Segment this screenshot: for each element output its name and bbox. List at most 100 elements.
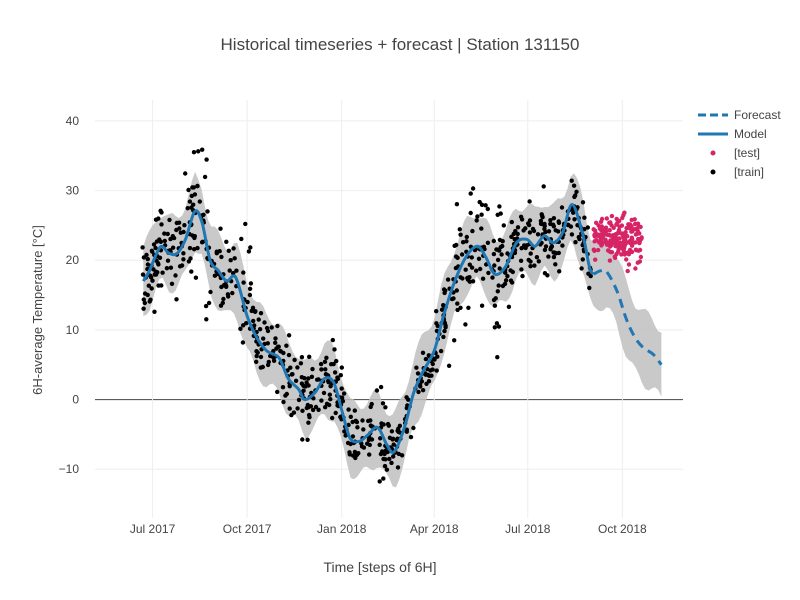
train-point [536, 259, 541, 264]
train-point [464, 239, 469, 244]
train-point [305, 437, 310, 442]
train-point [203, 303, 209, 309]
train-point [340, 399, 346, 404]
legend-label: Model [734, 127, 767, 141]
train-point [275, 323, 280, 329]
train-point [296, 397, 302, 403]
train-point [169, 281, 175, 286]
y-tick-label: 40 [66, 114, 80, 128]
train-point [496, 283, 501, 288]
train-point [258, 311, 264, 316]
train-point [195, 183, 200, 189]
y-axis-ticks: −10 0 10 20 30 40 [59, 114, 80, 476]
train-point [426, 353, 431, 358]
train-point [353, 455, 358, 461]
train-point [157, 255, 163, 260]
train-point [319, 367, 324, 372]
test-point [624, 233, 629, 238]
train-point [396, 451, 401, 457]
train-point [196, 149, 201, 154]
train-point [226, 248, 231, 253]
train-point [324, 355, 329, 360]
test-point [633, 266, 638, 271]
train-point [182, 223, 187, 228]
train-point [435, 354, 440, 359]
train-point [586, 271, 591, 276]
train-point [509, 219, 514, 225]
test-point [605, 240, 610, 245]
train-point [387, 456, 392, 462]
train-point [350, 419, 355, 425]
test-point [617, 236, 622, 241]
train-point [539, 221, 544, 227]
train-point [479, 212, 484, 217]
train-point [441, 287, 447, 292]
train-point [531, 228, 537, 234]
train-point [316, 407, 321, 412]
train-point [551, 250, 556, 255]
test-point [609, 213, 615, 219]
train-point [239, 236, 244, 242]
train-point [332, 347, 337, 352]
test-point [616, 227, 622, 233]
train-point [322, 359, 328, 364]
train-point [505, 273, 510, 279]
train-point [420, 350, 426, 355]
train-point [346, 407, 351, 412]
train-point [510, 269, 515, 275]
test-point [638, 254, 644, 260]
test-point [614, 222, 619, 227]
train-point [551, 216, 557, 221]
train-point [258, 354, 264, 360]
train-point [542, 226, 547, 232]
train-point [286, 333, 292, 338]
train-point [360, 418, 365, 423]
train-point [443, 325, 448, 330]
train-point [519, 267, 524, 272]
model-lines [142, 203, 663, 455]
train-point [480, 276, 486, 281]
train-point [569, 178, 574, 183]
train-point [219, 284, 224, 290]
test-point [614, 216, 619, 222]
x-tick-label: Jan 2018 [317, 522, 367, 536]
train-point [352, 449, 358, 455]
train-point [241, 270, 246, 275]
train-point [191, 185, 196, 190]
x-tick-label: Jul 2017 [130, 522, 176, 536]
train-point [284, 343, 289, 348]
train-point [377, 442, 382, 447]
train-point [423, 356, 429, 362]
train-point [192, 192, 198, 197]
train-point [330, 337, 335, 343]
x-axis-ticks: Jul 2017 Oct 2017 Jan 2018 Apr 2018 Jul 2018… [130, 522, 647, 536]
train-point [368, 404, 373, 410]
train-point [246, 249, 252, 254]
legend: Forecast Model [test] [train] [698, 108, 781, 179]
train-point [389, 460, 394, 466]
train-point [368, 418, 373, 423]
train-point [411, 425, 416, 431]
train-point [585, 225, 590, 230]
train-point [146, 283, 151, 288]
test-point [591, 227, 596, 232]
train-point [280, 385, 286, 390]
train-point [468, 191, 473, 196]
train-point [500, 243, 505, 249]
train-point [519, 246, 524, 251]
train-point [151, 242, 157, 247]
train-point [300, 408, 305, 413]
train-point [307, 354, 312, 359]
train-point [580, 200, 586, 205]
train-point [368, 423, 373, 428]
train-point [243, 221, 248, 227]
train-point [248, 245, 253, 250]
train-point [204, 317, 209, 322]
train-point [275, 389, 280, 395]
train-point [498, 211, 503, 216]
train-point [528, 251, 533, 256]
train-point [293, 378, 299, 383]
train-point [295, 365, 300, 370]
train-point [307, 415, 312, 420]
train-point [173, 273, 178, 278]
